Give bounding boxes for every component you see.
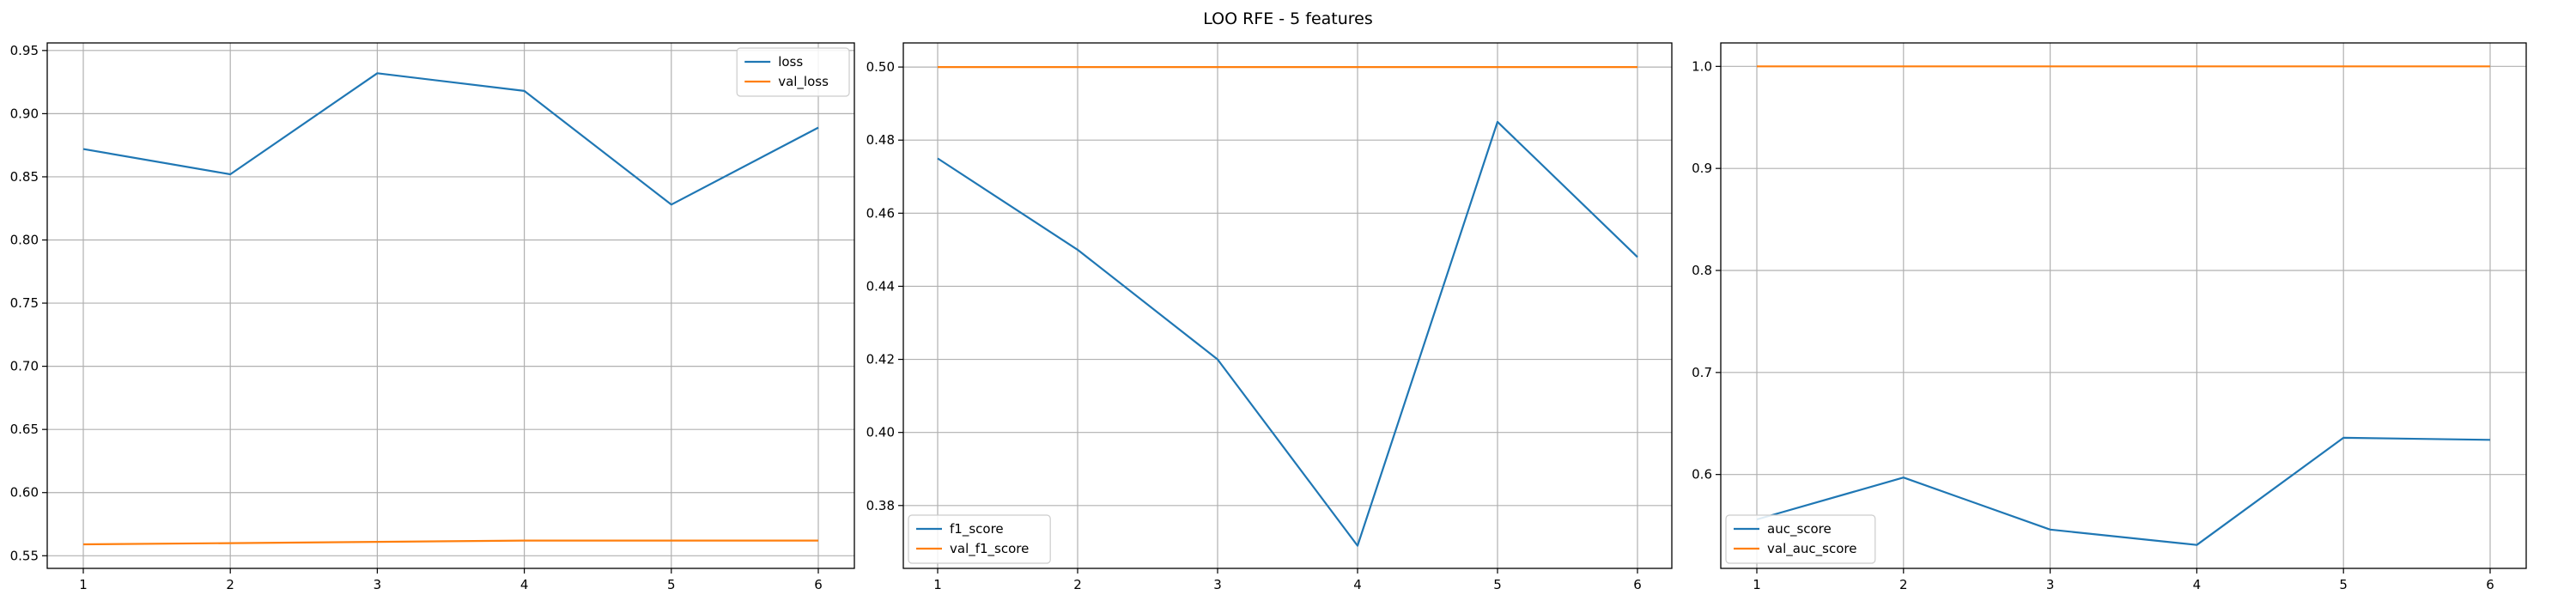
y-tick-label: 0.55 [10,548,39,563]
x-tick-label: 1 [933,577,942,592]
axes-frame [1720,42,2527,569]
y-tick-label: 0.90 [10,106,39,121]
y-tick-label: 0.75 [10,295,39,311]
y-tick-label: 0.65 [10,422,39,437]
subplot-2: 1 2 3 4 5 6 0.38 0.40 0.42 0.44 0.46 0.48 0.50 f1_sco… [866,42,1673,592]
y-tick-label: 0.38 [866,498,895,513]
legend: auc_score val_auc_score [1725,514,1876,564]
x-tick-label: 3 [2046,577,2055,592]
legend-box [736,47,850,97]
y-tick-label: 0.60 [10,485,39,501]
y-tick-label: 0.6 [1692,467,1712,483]
legend: loss val_loss [736,47,850,97]
subplots: 1 2 3 4 5 60.550.600.650.700.750.800.850.900.… [10,42,2527,592]
subplot-1: 1 2 3 4 5 6 0.55 0.60 0.65 0.70 0.75 0.80 0.85 0.90 0.… [10,42,855,592]
x-tick-label: 2 [226,577,234,592]
y-tick-label: 0.85 [10,169,39,185]
series-line-auc_score [1756,436,2491,546]
x-tick-label: 3 [374,577,382,592]
y-tick-label: 0.42 [866,352,895,367]
y-tick-label: 1.0 [1692,58,1712,74]
y-tick-label: 0.46 [866,205,895,221]
series-line-val_loss [82,539,818,546]
x-tick-label: 4 [1353,577,1362,592]
x-tick-label: 5 [1493,577,1502,592]
y-tick-label: 0.48 [866,132,895,148]
legend-box [1725,514,1876,564]
y-tick-label: 0.8 [1692,263,1712,278]
legend: f1_score val_f1_score [908,514,1051,564]
x-tick-label: 2 [1073,577,1082,592]
y-tick-label: 0.80 [10,233,39,248]
legend-box [908,514,1051,564]
legend-label-val_auc_score: val_auc_score [1767,541,1857,557]
legend-label-val_f1_score: val_f1_score [950,541,1029,557]
x-tick-label: 5 [2339,577,2348,592]
axes-frame [902,42,1673,569]
series-line-loss [82,72,819,206]
x-tick-label: 6 [2486,577,2494,592]
legend-label-val_loss: val_loss [778,74,829,90]
x-tick-label: 4 [2193,577,2202,592]
y-tick-label: 0.7 [1692,365,1712,380]
x-tick-label: 6 [1633,577,1642,592]
y-tick-label: 0.70 [10,359,39,374]
x-tick-label: 1 [79,577,88,592]
y-tick-label: 0.40 [866,425,895,440]
y-tick-label: 0.9 [1692,161,1712,176]
series-line-f1_score [937,120,1638,547]
legend-label-loss: loss [778,54,803,70]
y-tick-label: 0.95 [10,43,39,58]
x-tick-label: 3 [1213,577,1222,592]
y-tick-label: 0.50 [866,59,895,75]
figure-title: LOO RFE - 5 features [1203,9,1373,28]
x-tick-label: 1 [1753,577,1761,592]
legend-label-auc_score: auc_score [1767,521,1832,537]
x-tick-label: 6 [814,577,823,592]
axes-frame [46,42,855,569]
subplot-3: 1 2 3 4 5 6 0.6 0.7 0.8 0.9 1.0 auc_score val_auc_sc… [1692,42,2527,592]
x-tick-label: 5 [667,577,676,592]
y-tick-label: 0.44 [866,278,895,294]
x-tick-label: 2 [1899,577,1908,592]
x-tick-label: 4 [520,577,529,592]
legend-label-f1_score: f1_score [950,521,1004,537]
